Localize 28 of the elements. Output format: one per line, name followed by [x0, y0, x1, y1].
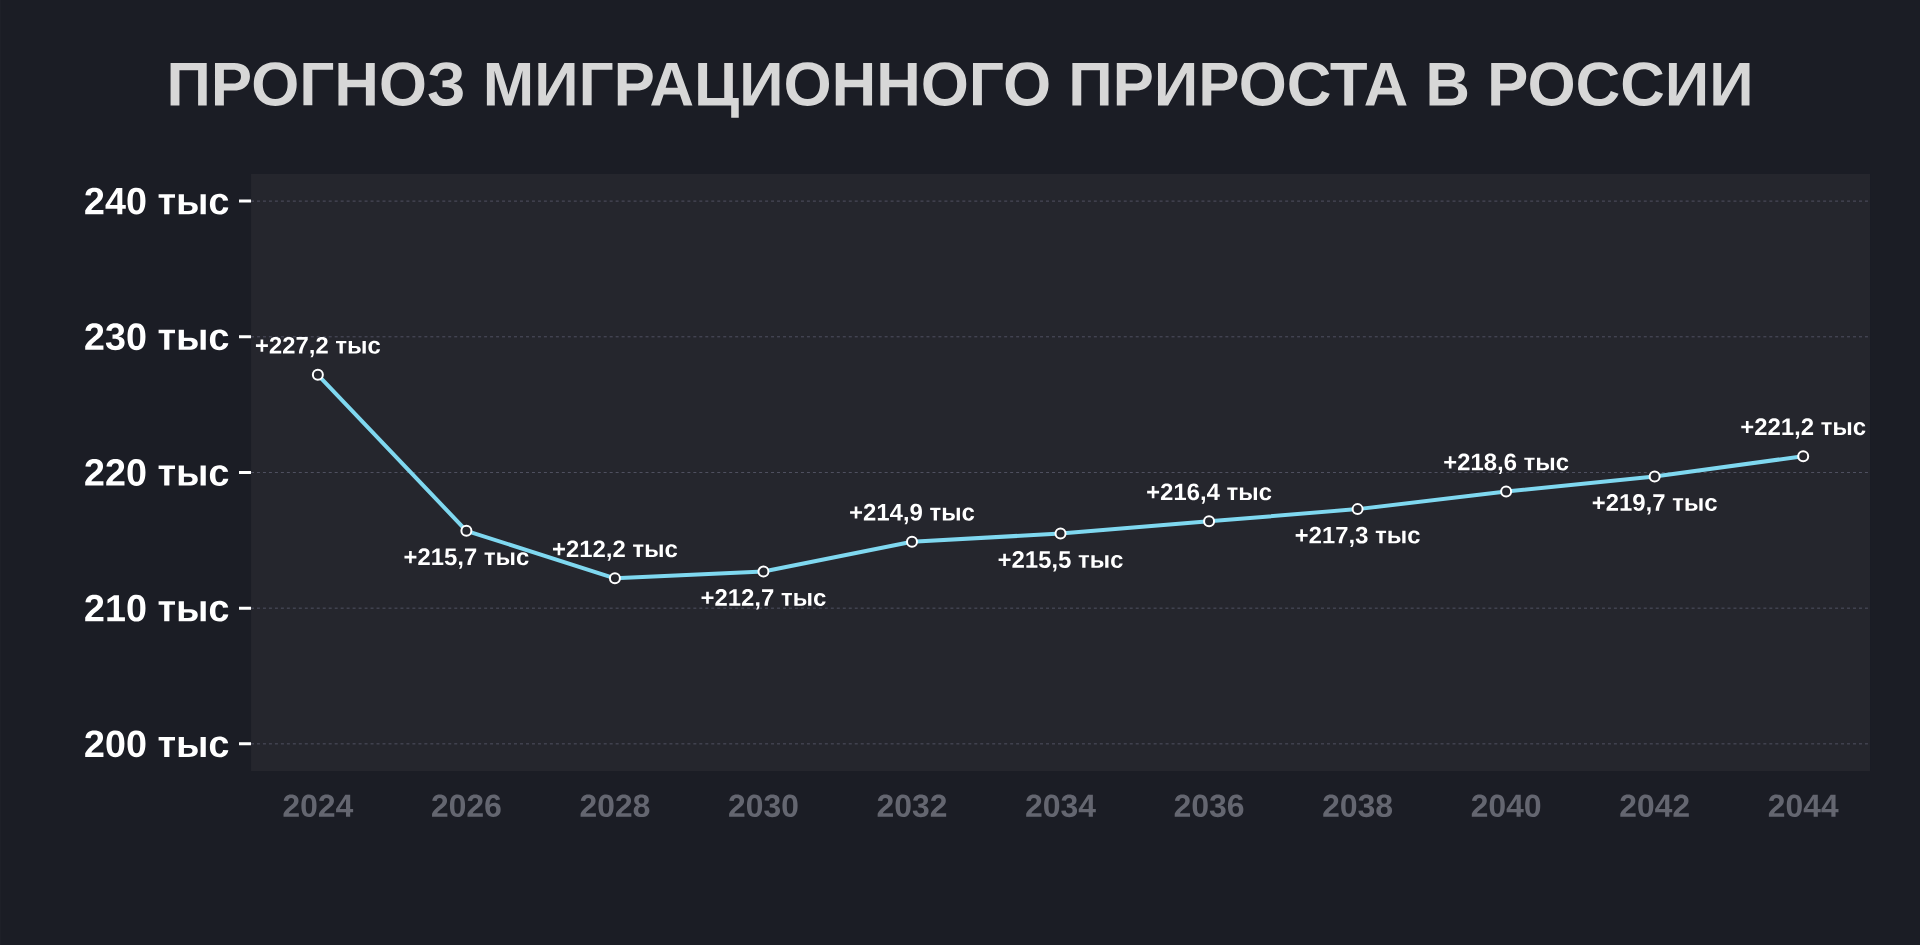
y-tick-label: 230 тыс — [85, 323, 229, 351]
x-tick-label: 2026 — [432, 794, 501, 818]
x-tick-label: 2032 — [877, 794, 947, 818]
data-label: +214,9 тыс — [850, 503, 975, 525]
data-label: +212,2 тыс — [552, 540, 678, 561]
data-label: +215,7 тыс — [404, 548, 529, 569]
data-label: +217,3 тыс — [1295, 526, 1420, 548]
x-tick-label: 2036 — [1174, 794, 1244, 818]
data-label: +212,7 тыс — [701, 589, 826, 610]
data-label: +216,4 тыс — [1147, 483, 1272, 504]
y-tick-label: 200 тыс — [85, 730, 229, 758]
y-tick-label: 210 тыс — [85, 594, 229, 622]
x-tick-label: 2030 — [729, 794, 798, 818]
y-tick-label: 240 тыс — [85, 187, 229, 215]
x-tick-label: 2024 — [283, 794, 354, 818]
x-tick-label: 2028 — [580, 794, 650, 818]
y-tick-label: 220 тыс — [85, 459, 229, 486]
data-label: +227,2 тыс — [255, 336, 381, 358]
x-tick-label: 2042 — [1620, 794, 1689, 818]
data-label: +218,6 тыс — [1444, 453, 1569, 474]
x-tick-label: 2040 — [1471, 794, 1541, 818]
data-label: +221,2 тыс — [1741, 418, 1866, 439]
x-tick-label: 2034 — [1026, 794, 1096, 818]
data-label: +219,7 тыс — [1592, 494, 1717, 515]
data-label: +215,5 тыс — [998, 551, 1123, 572]
x-tick-label: 2038 — [1323, 794, 1393, 818]
x-tick-label: 2044 — [1768, 794, 1839, 818]
chart-title: ПРОГНОЗ МИГРАЦИОННОГО ПРИРОСТА В РОССИИ — [170, 62, 1750, 118]
